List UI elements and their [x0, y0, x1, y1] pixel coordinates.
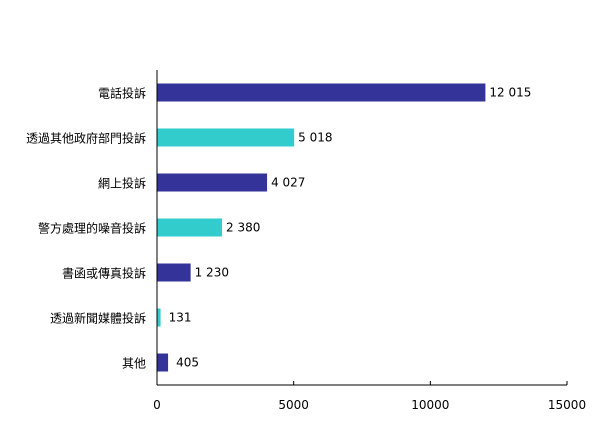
bar [157, 83, 486, 102]
bar [157, 353, 169, 372]
category-label: 透過新聞媒體投訴 [50, 311, 146, 326]
value-label: 1 230 [195, 266, 229, 280]
x-tick-label: 5000 [278, 398, 309, 412]
bar [157, 173, 268, 192]
category-label: 電話投訴 [98, 86, 146, 101]
category-label: 其他 [122, 357, 146, 371]
value-label: 405 [176, 356, 199, 370]
value-label: 12 015 [489, 86, 531, 100]
x-tick-label: 0 [153, 398, 161, 412]
value-label: 2 380 [226, 221, 260, 235]
bar [157, 128, 295, 147]
value-label: 4 027 [271, 176, 305, 190]
bar [157, 263, 191, 282]
x-tick-label: 10000 [411, 398, 449, 412]
bar [157, 218, 223, 237]
value-label: 131 [169, 311, 192, 325]
category-label: 書函或傳真投訴 [62, 266, 146, 281]
category-label: 透過其他政府部門投訴 [26, 131, 146, 146]
category-label: 警方處理的噪音投訴 [38, 221, 146, 236]
value-label: 5 018 [298, 131, 332, 145]
category-label: 網上投訴 [98, 176, 146, 191]
x-tick-label: 15000 [548, 398, 586, 412]
bar [157, 308, 161, 327]
